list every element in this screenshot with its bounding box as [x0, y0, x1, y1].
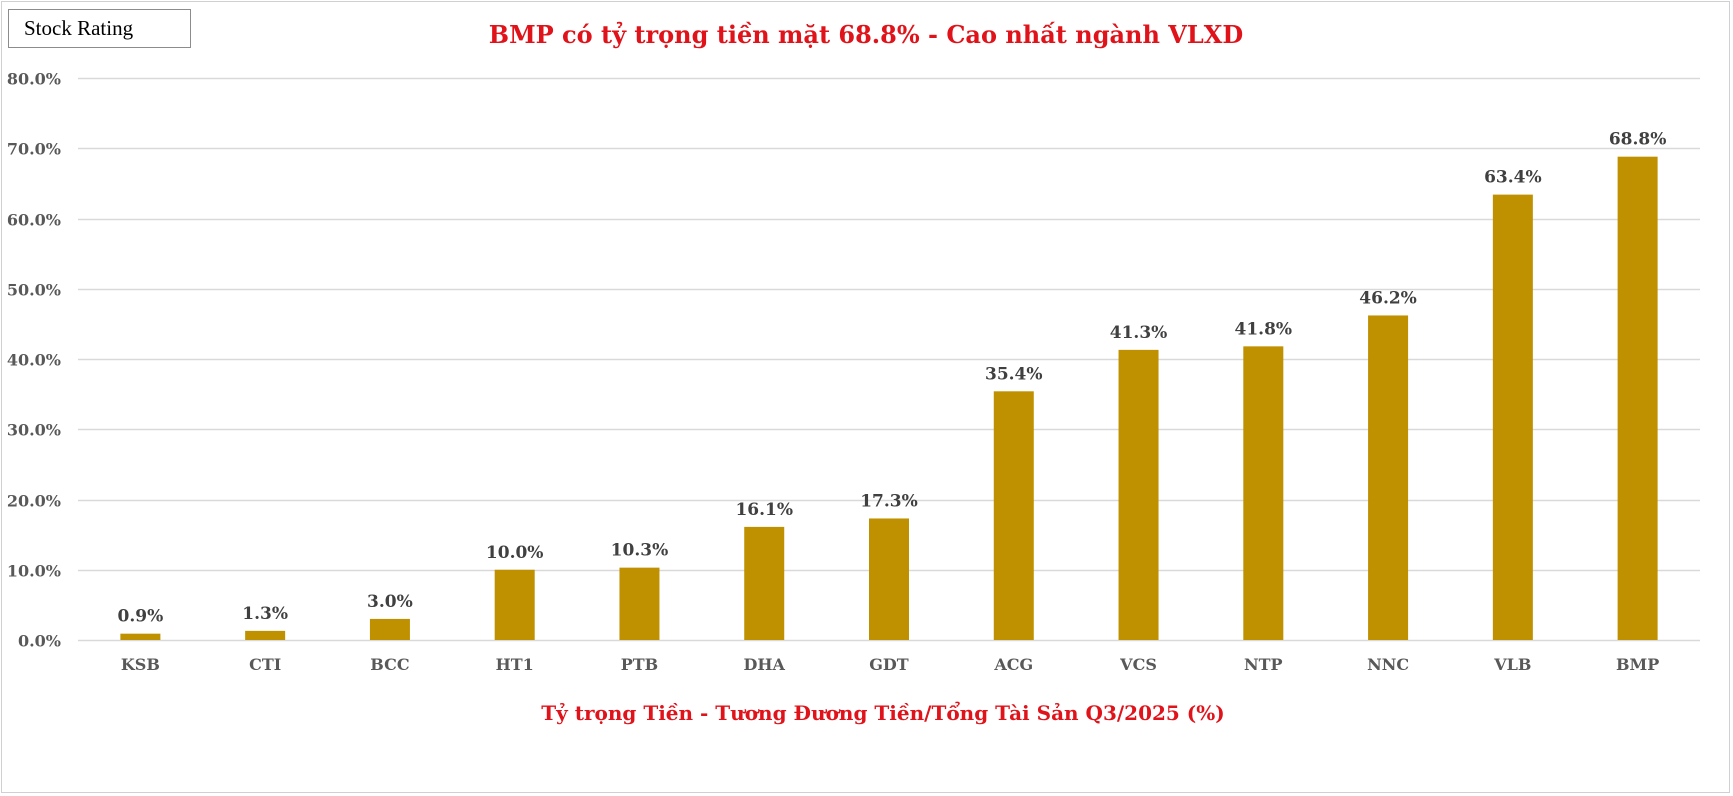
data-label-vcs: 41.3% — [1110, 323, 1168, 343]
x-tick-label-nnc: NNC — [1367, 655, 1409, 674]
y-axis-ticks: 0.0% 10.0% 20.0% 30.0% 40.0% 50.0% 60.0% 70.0% 8… — [7, 70, 61, 651]
x-axis-ticks: KSB CTI BCC HT1 PTB DHA GDT ACG VCS NTP NNC VLB BMP — [121, 655, 1659, 674]
data-label-ptb: 10.3% — [611, 541, 669, 561]
bar-bcc — [369, 618, 410, 640]
x-tick-label-acg: ACG — [993, 655, 1033, 674]
x-tick-label-cti: CTI — [249, 655, 281, 674]
data-label-vlb: 63.4% — [1484, 168, 1542, 188]
x-axis-label: Tỷ trọng Tiền - Tương Đương Tiền/Tổng Tà… — [541, 700, 1224, 725]
data-label-gdt: 17.3% — [860, 491, 918, 511]
x-tick-label-bcc: BCC — [370, 655, 409, 674]
x-tick-label-ksb: KSB — [121, 655, 160, 674]
bar-cti — [245, 630, 286, 640]
bars — [120, 156, 1658, 641]
y-tick-label: 10.0% — [7, 562, 61, 581]
data-label-dha: 16.1% — [735, 500, 793, 520]
x-tick-label-bmp: BMP — [1616, 655, 1659, 674]
data-label-cti: 1.3% — [242, 604, 288, 624]
y-tick-label: 20.0% — [7, 492, 61, 511]
data-label-ntp: 41.8% — [1235, 319, 1293, 339]
data-labels: 0.9% 1.3% 3.0% 10.0% 10.3% 16.1% 17.3% 35.4% 41.… — [118, 130, 1667, 627]
data-label-nnc: 46.2% — [1359, 288, 1417, 308]
x-tick-label-ptb: PTB — [621, 655, 658, 674]
y-tick-label: 0.0% — [18, 632, 61, 651]
x-tick-label-dha: DHA — [744, 655, 786, 674]
y-tick-label: 50.0% — [7, 281, 61, 300]
bar-dha — [744, 526, 785, 640]
bar-bmp — [1617, 156, 1658, 640]
x-tick-label-gdt: GDT — [869, 655, 909, 674]
x-tick-label-vlb: VLB — [1493, 655, 1531, 674]
bar-ptb — [619, 567, 660, 640]
stock-rating-badge: Stock Rating — [8, 9, 191, 48]
x-tick-label-ht1: HT1 — [496, 655, 534, 674]
y-tick-label: 70.0% — [7, 140, 61, 159]
bar-ksb — [120, 633, 161, 640]
bar-nnc — [1368, 315, 1409, 640]
y-tick-label: 60.0% — [7, 211, 61, 230]
x-tick-label-vcs: VCS — [1119, 655, 1157, 674]
y-tick-label: 30.0% — [7, 421, 61, 440]
data-label-bmp: 68.8% — [1609, 130, 1667, 150]
data-label-acg: 35.4% — [985, 364, 1043, 384]
data-label-ksb: 0.9% — [118, 607, 164, 627]
y-tick-label: 80.0% — [7, 70, 61, 89]
data-label-bcc: 3.0% — [367, 592, 413, 612]
y-tick-label: 40.0% — [7, 351, 61, 370]
bar-gdt — [869, 518, 909, 640]
bar-vcs — [1118, 349, 1159, 640]
data-label-ht1: 10.0% — [486, 543, 544, 563]
bar-vlb — [1492, 194, 1533, 641]
bar-ntp — [1243, 346, 1284, 640]
x-tick-label-ntp: NTP — [1244, 655, 1283, 674]
bar-acg — [993, 391, 1034, 640]
chart-title: BMP có tỷ trọng tiền mặt 68.8% - Cao nhấ… — [489, 20, 1243, 49]
bar-ht1 — [494, 569, 535, 640]
